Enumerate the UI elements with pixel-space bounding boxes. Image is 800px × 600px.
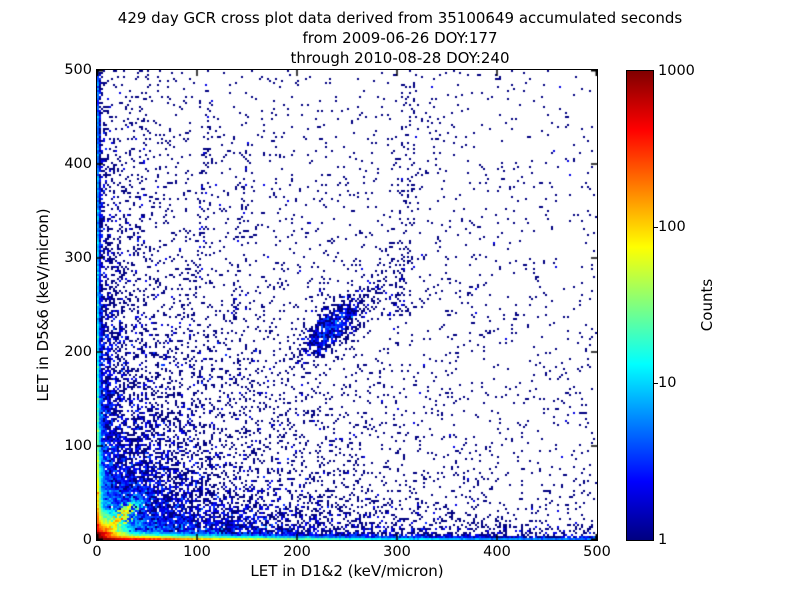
y-tick-label: 100	[64, 438, 92, 454]
y-tick-label: 300	[64, 250, 92, 266]
y-tick-label: 200	[64, 344, 92, 360]
scatter-canvas	[97, 70, 597, 540]
x-tick-label: 100	[183, 544, 211, 560]
title-line-3: through 2010-08-28 DOY:240	[290, 49, 510, 67]
colorbar	[626, 70, 654, 541]
x-tick-label: 500	[583, 544, 611, 560]
colorbar-label: Counts	[698, 278, 716, 332]
x-tick-label: 200	[283, 544, 311, 560]
x-tick-label: 400	[483, 544, 511, 560]
colorbar-tick-mark	[653, 382, 658, 385]
plot-area	[96, 69, 598, 541]
x-axis-label: LET in D1&2 (keV/micron)	[250, 562, 444, 580]
colorbar-tick-mark	[653, 226, 658, 229]
title-line-1: 429 day GCR cross plot data derived from…	[117, 9, 683, 27]
y-axis-label: LET in D5&6 (keV/micron)	[34, 208, 52, 402]
colorbar-tick-label: 1	[658, 531, 668, 548]
title-line-2: from 2009-06-26 DOY:177	[302, 29, 498, 47]
colorbar-tick-label: 100	[658, 218, 686, 235]
y-tick-label: 0	[82, 532, 92, 548]
x-tick-label: 300	[383, 544, 411, 560]
colorbar-tick-label: 10	[658, 375, 677, 392]
y-tick-label: 400	[64, 156, 92, 172]
y-tick-label: 500	[64, 62, 92, 78]
x-tick-label: 0	[92, 544, 102, 560]
colorbar-tick-label: 1000	[658, 62, 695, 79]
